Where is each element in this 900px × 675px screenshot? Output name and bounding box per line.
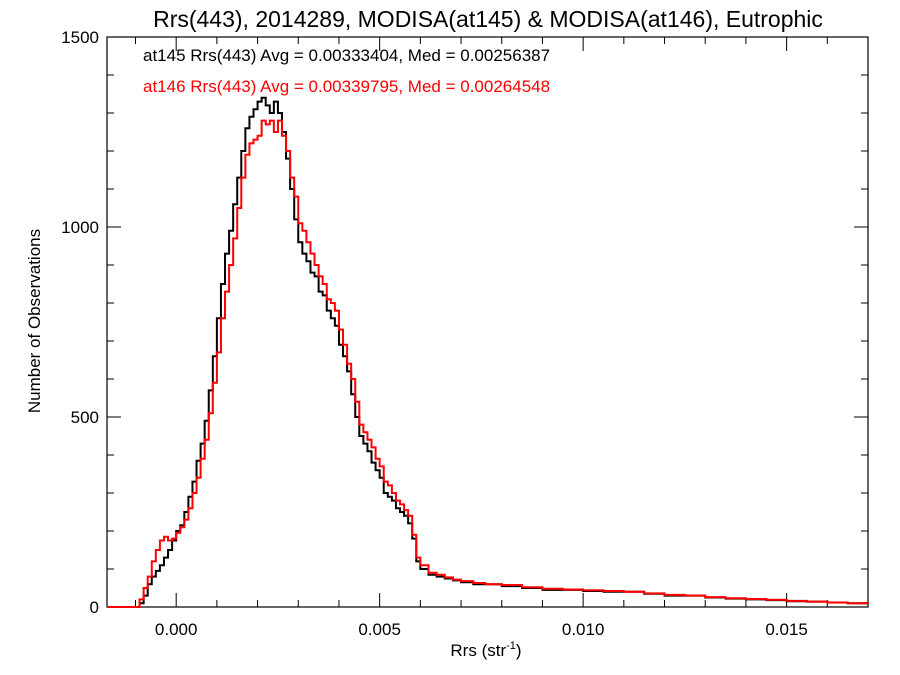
legend-entry-at146: at146 Rrs(443) Avg = 0.00339795, Med = 0… xyxy=(143,77,550,96)
x-axis-label-close: ) xyxy=(516,641,522,660)
x-axis-label-main: Rrs (str xyxy=(450,641,506,660)
x-tick-label: 0.010 xyxy=(562,620,605,639)
y-tick-label: 1000 xyxy=(61,218,99,237)
series-line-1 xyxy=(107,119,869,608)
x-tick-label: 0.015 xyxy=(765,620,808,639)
plot-frame xyxy=(106,36,869,608)
y-axis-label: Number of Observations xyxy=(25,229,44,413)
x-tick-label: 0.000 xyxy=(155,620,198,639)
y-tick-label: 0 xyxy=(90,598,99,617)
legend-entry-at145: at145 Rrs(443) Avg = 0.00333404, Med = 0… xyxy=(143,46,550,65)
chart-title: Rrs(443), 2014289, MODISA(at145) & MODIS… xyxy=(153,6,823,32)
y-axis-ticks: 0 500 1000 1500 xyxy=(61,28,868,617)
x-tick-label: 0.005 xyxy=(358,620,401,639)
x-axis-label: Rrs (str-1) xyxy=(450,640,521,660)
y-tick-label: 500 xyxy=(71,408,99,427)
y-tick-label: 1500 xyxy=(61,28,99,47)
x-axis-label-superscript: -1 xyxy=(506,640,516,652)
plot-area: 0.000 0.005 0.010 0.015 0 500 1000 1500 xyxy=(61,28,869,639)
series-layer xyxy=(107,96,869,608)
x-axis-ticks: 0.000 0.005 0.010 0.015 xyxy=(134,37,869,639)
